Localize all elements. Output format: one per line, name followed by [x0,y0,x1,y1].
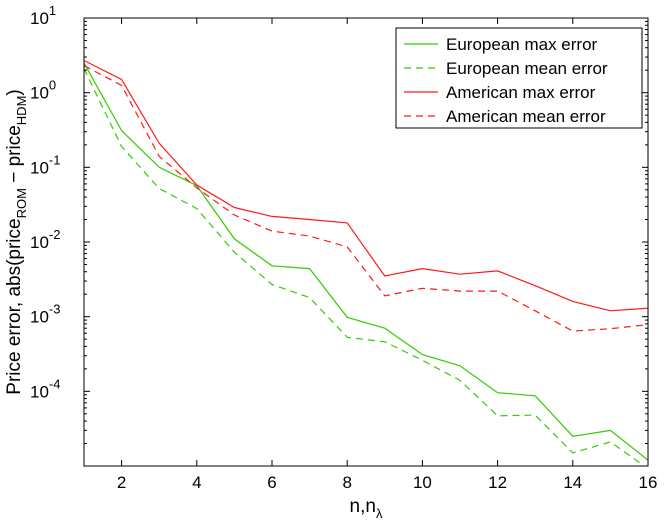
y-tick-label: 10-1 [30,152,60,177]
x-tick-label: 6 [267,473,276,492]
x-tick-label: 10 [413,473,432,492]
y-tick-label: 10-4 [30,376,60,401]
x-tick-label: 8 [342,473,351,492]
y-axis-label: Price error, abs(priceROM − priceHDM) [4,89,29,394]
series-line-european-mean-error [84,68,646,466]
legend-label: European max error [446,35,598,54]
y-tick-label: 10-3 [30,302,60,327]
legend-label: American mean error [446,107,606,126]
y-tick-label: 100 [30,78,56,103]
legend-label: European mean error [446,59,608,78]
legend-label: American max error [446,83,596,102]
x-tick-label: 4 [192,473,201,492]
x-tick-label: 2 [117,473,126,492]
series-line-american-mean-error [84,65,648,332]
plot-lines [84,59,648,466]
x-axis-label: n,nλ [350,496,383,521]
axis-ticks [84,17,649,467]
x-tick-label: 12 [488,473,507,492]
y-tick-label: 10-2 [30,227,60,252]
legend-box [395,27,643,129]
series-line-american-max-error [84,59,648,312]
x-tick-label: 16 [639,473,658,492]
x-tick-label: 14 [563,473,582,492]
legend: European max error European mean error Ame… [395,27,643,129]
y-tick-label: 101 [30,3,56,28]
series-line-european-max-error [84,62,648,461]
axis-tick-labels: 2 4 6 8 10 12 14 16 10-4 10-3 10-2 10-1 100 101 [30,3,657,492]
